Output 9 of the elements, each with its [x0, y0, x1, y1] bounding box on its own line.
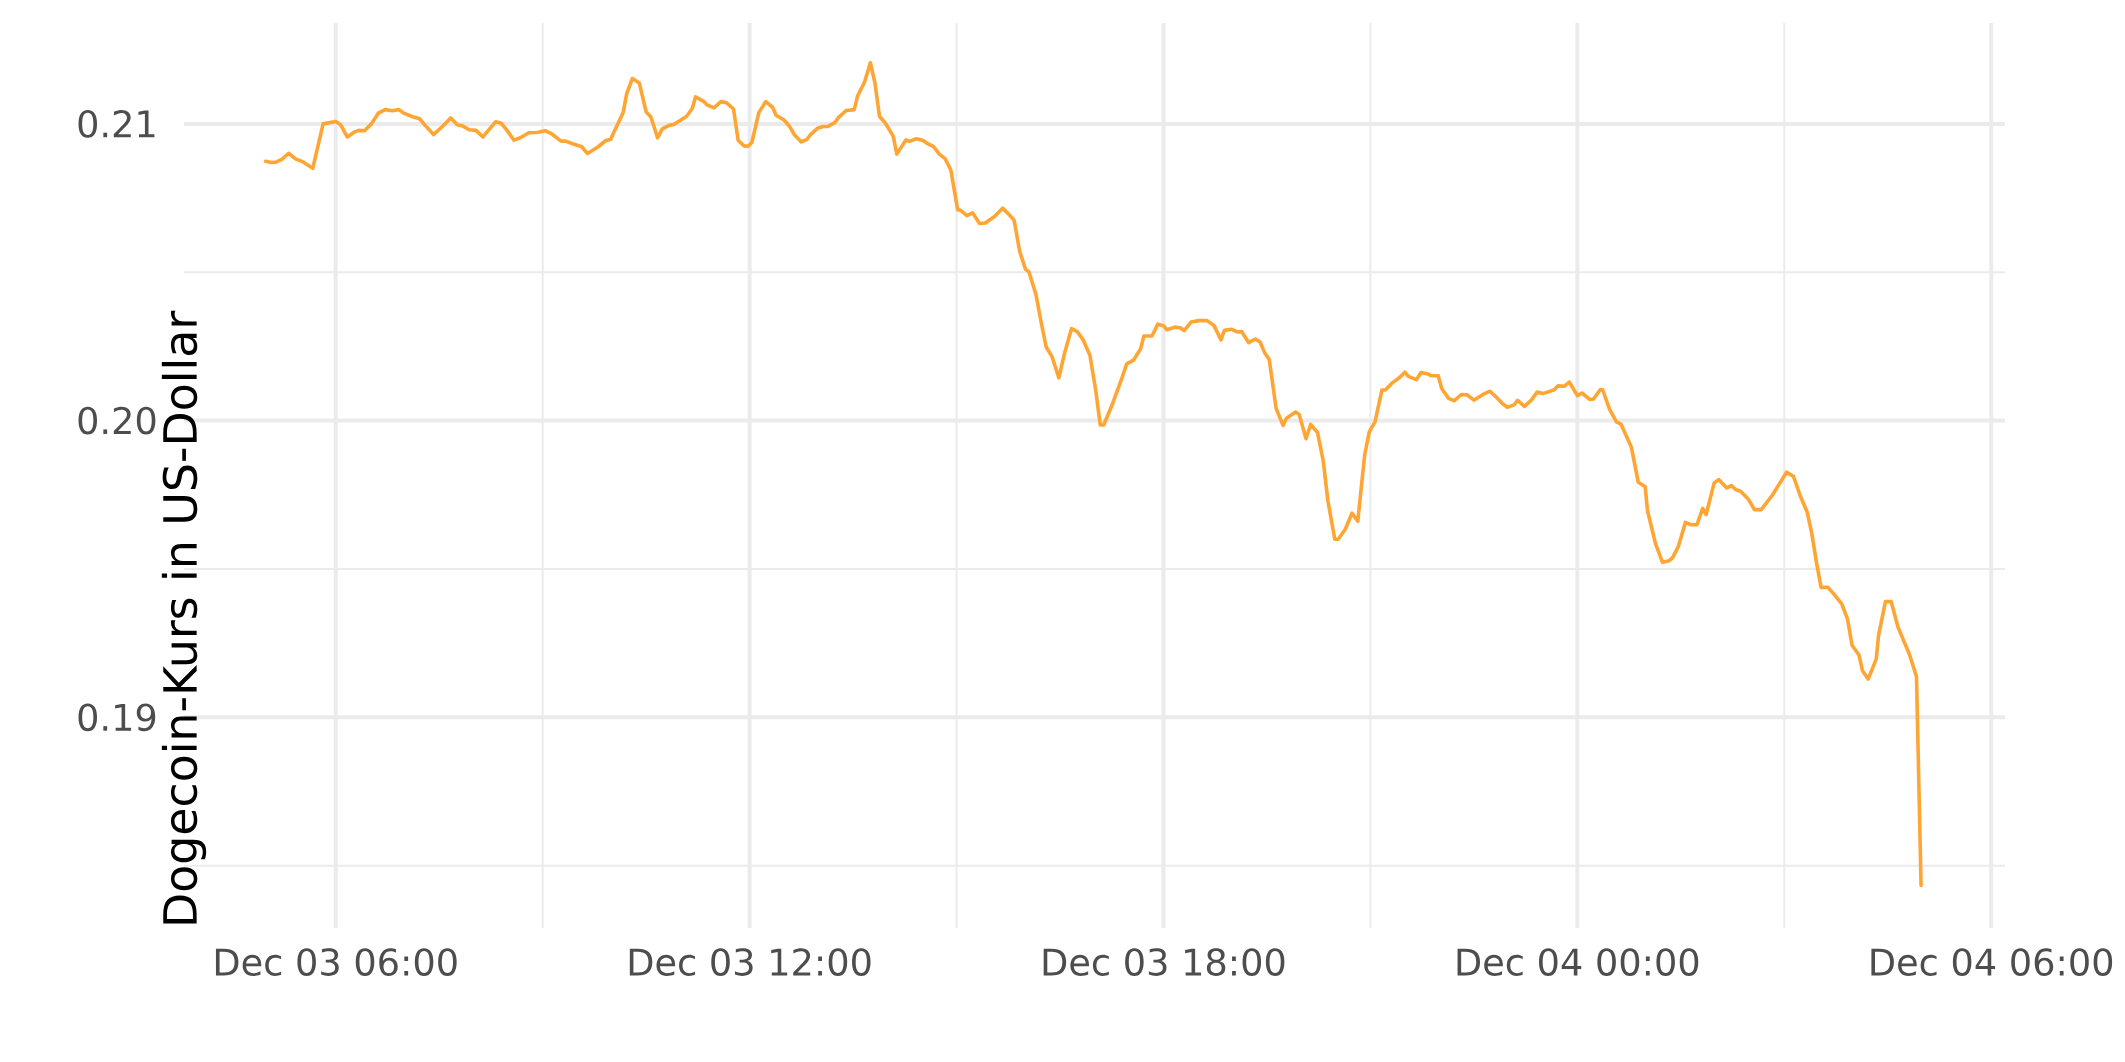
y-tick-label: 0.19	[78, 703, 156, 732]
y-axis-title: Dogecoin-Kurs in US-Dollar	[161, 310, 207, 924]
y-tick-label: 0.20	[78, 406, 156, 435]
x-tick-label: Dec 04 06:00	[1871, 948, 2113, 976]
y-tick-label: 0.21	[78, 110, 155, 138]
x-tick-label: Dec 03 06:00	[215, 948, 457, 976]
x-tick-label: Dec 03 18:00	[1043, 948, 1285, 976]
x-tick-label: Dec 03 12:00	[629, 948, 871, 976]
x-tick-label: Dec 04 00:00	[1457, 948, 1699, 976]
